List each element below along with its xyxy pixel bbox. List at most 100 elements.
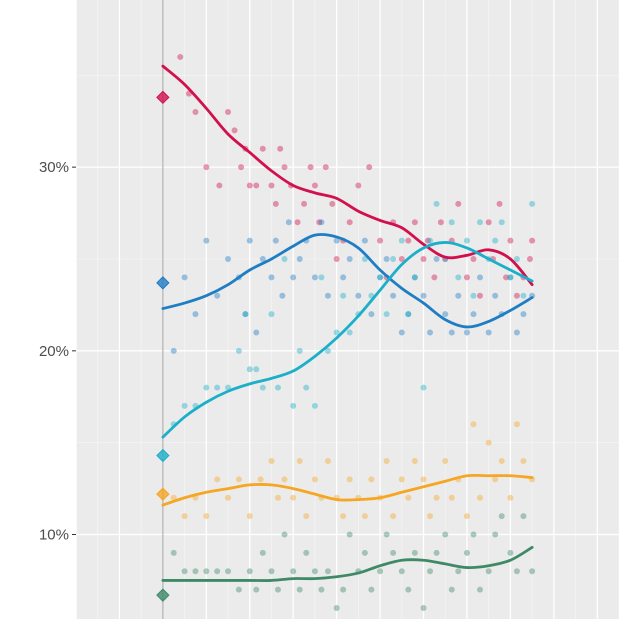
series-5-poll-point [398,568,405,575]
series-5-poll-point [346,531,353,538]
y-axis-tick-label: 10% [39,527,69,544]
series-5-poll-point [324,568,331,575]
series-2-poll-point [192,311,199,318]
series-2-poll-point [285,219,292,226]
series-2-poll-point [470,311,477,318]
series-5-poll-point [498,513,505,520]
series-1-poll-point [177,53,184,60]
series-5-poll-point [290,568,297,575]
series-2-poll-point [476,274,483,281]
series-4-poll-point [311,476,318,483]
series-4-poll-point [181,513,188,520]
series-2-poll-point [253,329,260,336]
series-1-poll-point [307,164,314,171]
series-1-poll-point [398,255,405,262]
series-2-poll-point [390,292,397,299]
series-1-poll-point [316,219,323,226]
series-2-poll-point [427,329,434,336]
series-3-poll-point [311,402,318,409]
series-5-poll-point [411,549,418,556]
series-3-poll-point [390,255,397,262]
series-1-poll-point [238,164,245,171]
series-4-poll-point [368,476,375,483]
series-5-poll-point [455,568,462,575]
series-4-poll-point [290,494,297,501]
series-2-poll-point [246,237,253,244]
series-4-poll-point [214,476,221,483]
series-2-poll-point [318,219,325,226]
series-4-poll-point [390,513,397,520]
series-5-start-marker [156,588,170,602]
series-1-poll-point [496,200,503,207]
y-axis-ticks [72,166,76,536]
series-3-poll-point [214,384,221,391]
series-4-poll-point [235,476,242,483]
series-3-poll-point [513,255,520,262]
series-4-trend-line [161,473,534,507]
series-1-poll-point [526,255,533,262]
series-1-poll-point [485,219,492,226]
series-3-poll-point [225,384,232,391]
series-2-poll-point [448,329,455,336]
series-4-poll-point [170,494,177,501]
series-3-poll-point [520,292,527,299]
series-2-poll-point [455,292,462,299]
series-5-poll-point [333,604,340,611]
series-5-poll-point [529,568,536,575]
series-2-poll-point [259,255,266,262]
series-5-poll-point [520,513,527,520]
series-5-poll-point [170,549,177,556]
series-2-poll-point [463,329,470,336]
series-3-poll-point [268,311,275,318]
series-2-poll-point [411,274,418,281]
series-4-poll-point [427,513,434,520]
series-5-poll-point [485,568,492,575]
series-4-poll-point [296,458,303,465]
series-4-poll-point [498,458,505,465]
series-5-poll-point [181,568,188,575]
series-5-poll-point [281,531,288,538]
series-3-poll-point [346,329,353,336]
series-2-poll-point [383,255,390,262]
series-1-poll-point [405,237,412,244]
series-5-poll-point [214,568,221,575]
series-1-poll-point [311,182,318,189]
series-2-poll-point [225,255,232,262]
series-4-poll-point [246,513,253,520]
series-2-poll-point [324,292,331,299]
series-5-poll-point [274,586,281,593]
plot-panel [76,0,619,619]
series-3-poll-point [259,384,266,391]
series-3-poll-point [333,329,340,336]
series-2-poll-point [181,274,188,281]
series-1-poll-point [268,182,275,189]
series-4-poll-point [340,513,347,520]
series-2-poll-point [290,274,297,281]
series-5-poll-point [442,531,449,538]
series-4-poll-point [485,439,492,446]
series-4-start-marker [156,487,170,501]
series-3-poll-point [398,237,405,244]
series-5-poll-point [259,549,266,556]
series-2-poll-point [420,292,427,299]
series-2-poll-point [279,292,286,299]
series-4-poll-point [274,494,281,501]
series-5-poll-point [296,586,303,593]
series-2-poll-point [296,255,303,262]
series-3-poll-point [448,219,455,226]
series-3-poll-point [296,347,303,354]
series-1-poll-point [294,219,301,226]
series-5-poll-point [383,531,390,538]
series-2-trend-line [161,233,534,329]
series-1-poll-point [377,237,384,244]
series-2-poll-point [361,237,368,244]
series-2-poll-point [272,237,279,244]
y-axis-tick-label: 20% [39,343,69,360]
series-1-poll-point [329,200,336,207]
series-3-poll-point [498,219,505,226]
series-5-poll-point [377,568,384,575]
series-5-poll-point [361,549,368,556]
series-3-poll-point [470,292,477,299]
series-4-poll-point [470,421,477,428]
